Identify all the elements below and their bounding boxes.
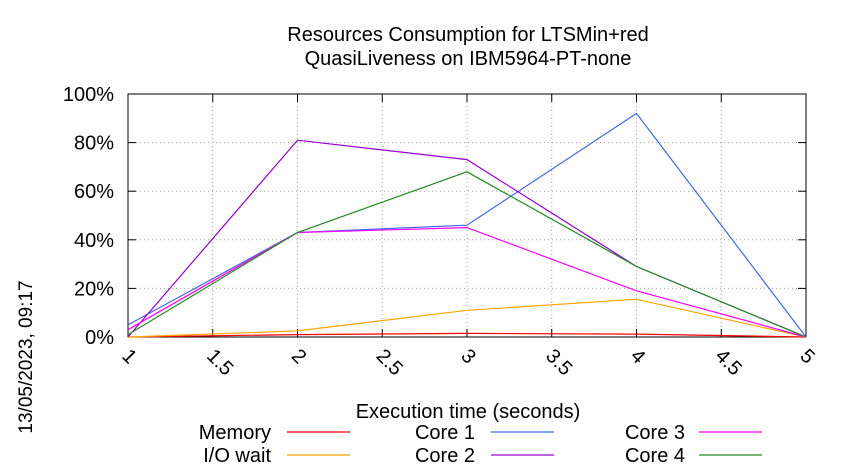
x-tick-label: 2.5 <box>372 345 407 380</box>
series-lines <box>127 112 807 338</box>
y-axis: 0% 20% 40% 60% 80% 100% <box>63 84 806 349</box>
y-tick-label: 20% <box>74 278 114 300</box>
legend-label: Memory <box>199 422 271 444</box>
y-tick-label: 0% <box>85 327 114 349</box>
series-line-core-4 <box>127 171 807 338</box>
timestamp-label: 13/05/2023, 09:17 <box>16 280 37 433</box>
grid-lines <box>128 94 806 337</box>
x-tick-label: 3.5 <box>541 345 576 380</box>
y-tick-label: 80% <box>74 133 114 155</box>
x-axis-label: Execution time (seconds) <box>356 401 581 423</box>
y-tick-label: 100% <box>63 84 114 106</box>
y-tick-label: 40% <box>74 230 114 252</box>
series-line-memory <box>127 332 807 338</box>
x-tick-label: 4.5 <box>711 345 746 380</box>
x-tick-label: 5 <box>795 345 818 368</box>
y-tick-label: 60% <box>74 181 114 203</box>
x-tick-label: 1.5 <box>202 345 237 380</box>
legend-label: Core 3 <box>625 422 685 444</box>
legend-label: I/O wait <box>203 445 271 467</box>
x-tick-label: 4 <box>626 345 649 368</box>
series-line-core-3 <box>127 226 807 338</box>
legend-label: Core 2 <box>415 445 475 467</box>
series-line-core-1 <box>127 112 807 338</box>
chart-title-line-1: Resources Consumption for LTSMin+red <box>287 24 648 46</box>
x-tick-label: 1 <box>117 345 140 368</box>
chart-title-line-2: QuasiLiveness on IBM5964-PT-none <box>305 48 632 70</box>
x-tick-label: 2 <box>287 345 310 368</box>
series-line-i-o-wait <box>127 298 807 338</box>
legend-label: Core 1 <box>415 422 475 444</box>
legend-label: Core 4 <box>625 445 685 467</box>
x-tick-label: 3 <box>456 345 479 368</box>
